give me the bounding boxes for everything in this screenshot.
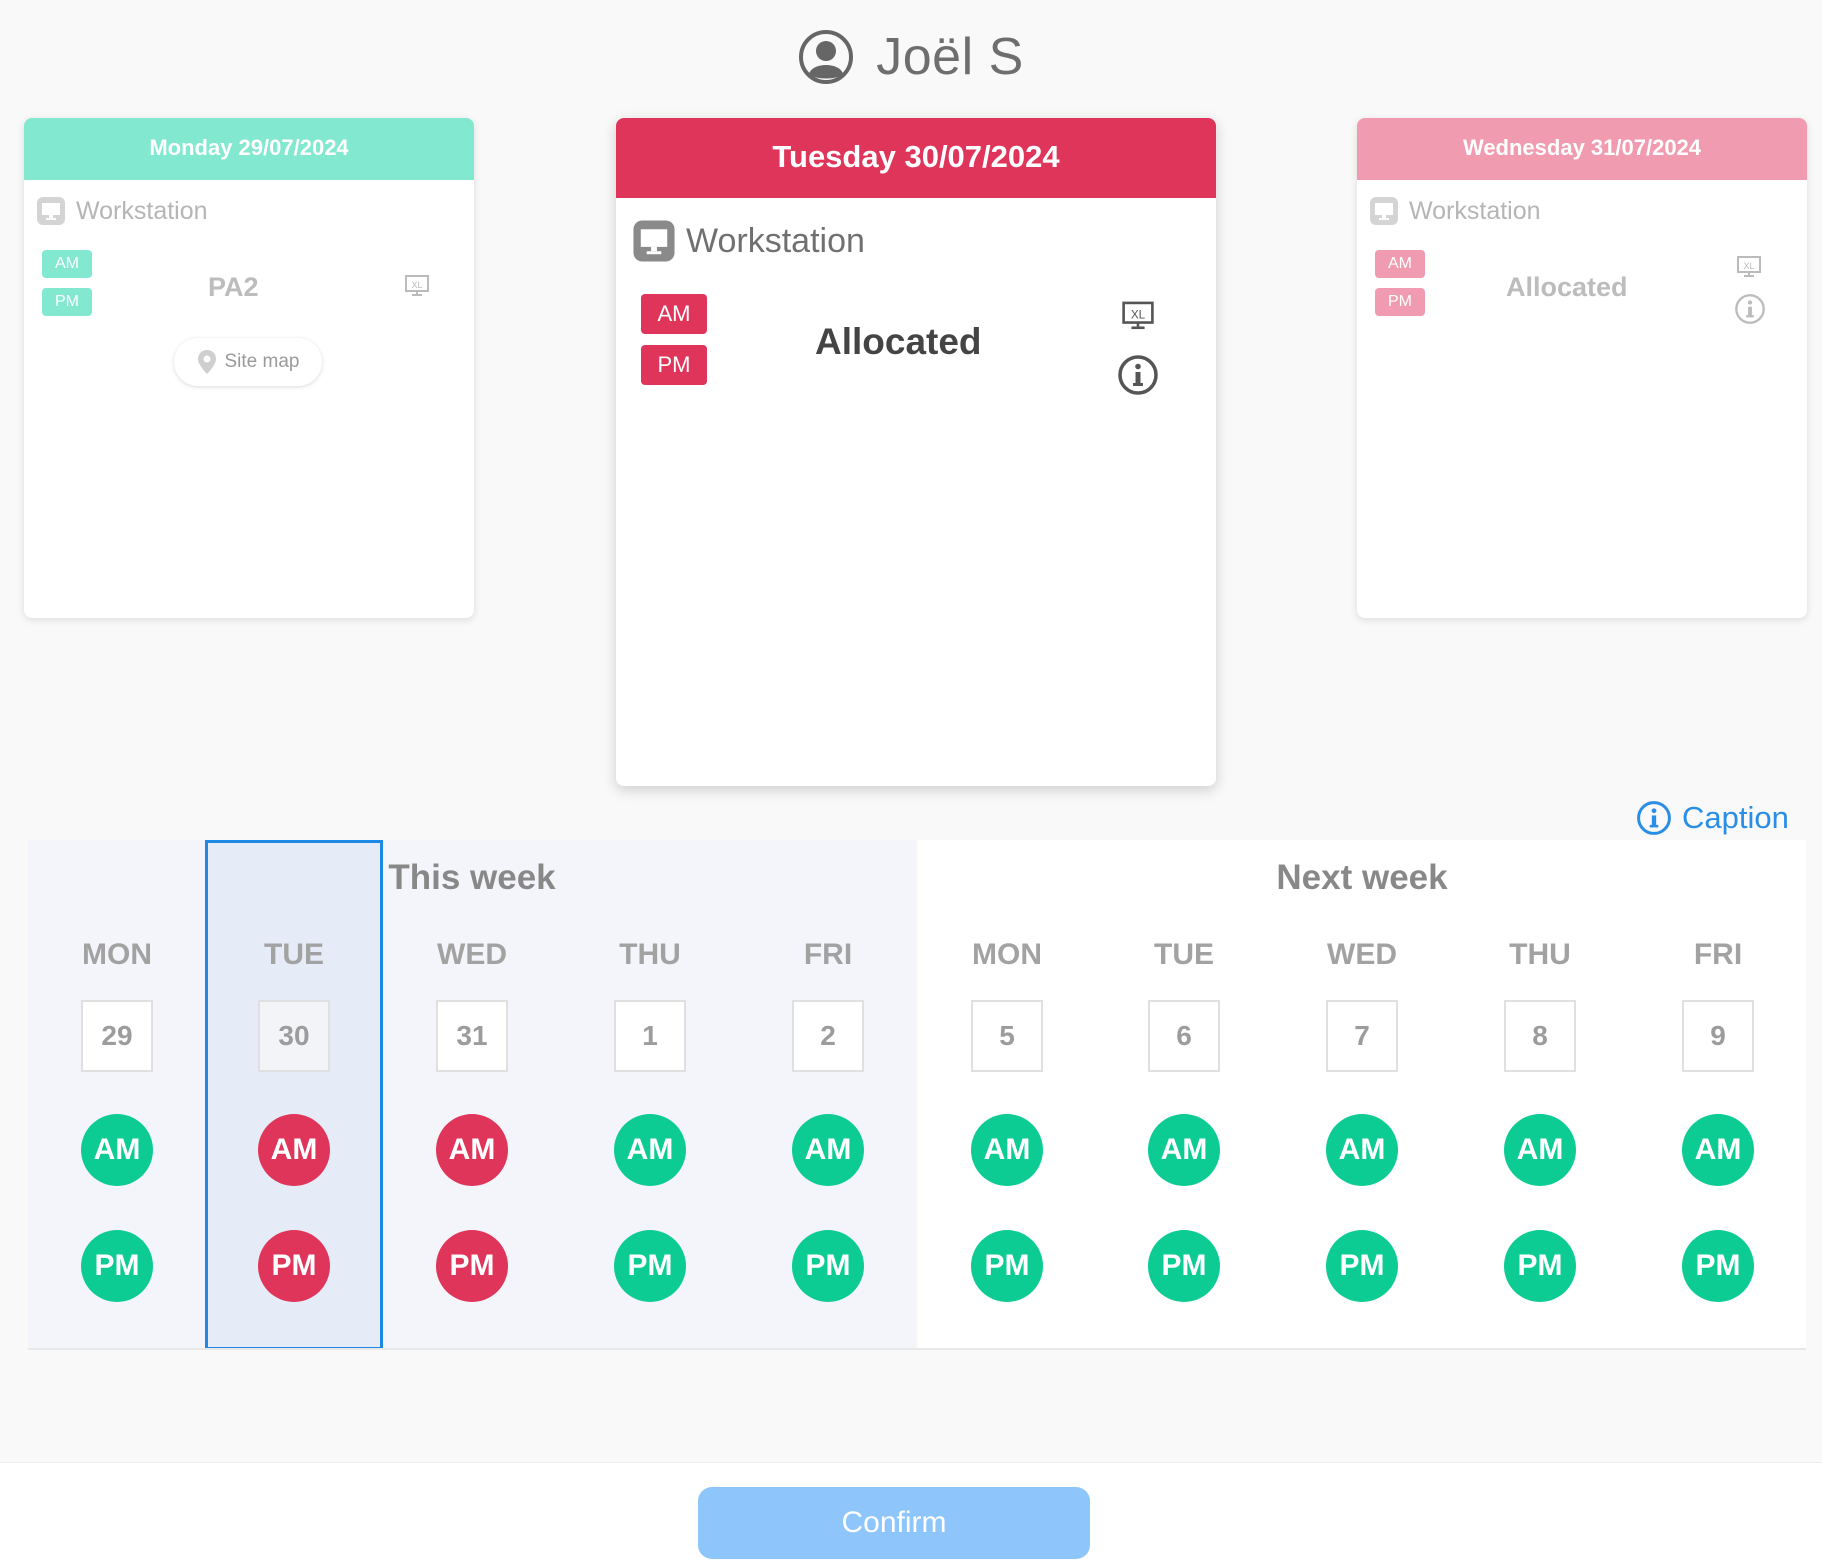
day-name: THU [619,938,681,971]
page-header: Joël S [0,24,1822,90]
day-number[interactable]: 29 [81,1000,153,1072]
xl-screen-icon: XL [1737,256,1761,277]
location-pin-icon [197,350,216,374]
day-column[interactable]: MON 5 AM PM [918,840,1096,1350]
week-title: This week [388,858,556,897]
pm-badge: PM [1375,288,1425,316]
pm-slot-button[interactable]: PM [1682,1230,1754,1302]
day-number[interactable]: 5 [971,1000,1043,1072]
am-slot-button[interactable]: AM [1682,1114,1754,1186]
day-number[interactable]: 31 [436,1000,508,1072]
day-name: MON [972,938,1042,971]
xl-screen-icon: XL [1122,301,1154,330]
day-name: THU [1509,938,1571,971]
day-name: FRI [803,938,853,971]
am-slot-button[interactable]: AM [792,1114,864,1186]
am-slot-button[interactable]: AM [1504,1114,1576,1186]
pm-badge: PM [42,288,92,316]
pm-badge: PM [641,345,707,385]
pm-slot-button[interactable]: PM [1504,1230,1576,1302]
pm-slot-button[interactable]: PM [258,1230,330,1302]
day-number[interactable]: 9 [1682,1000,1754,1072]
this-week-panel: This week MON 29 AM PM TUE 30 AM PM WED … [28,840,916,1350]
day-number[interactable]: 30 [258,1000,330,1072]
day-name: MON [82,938,152,971]
day-card-tuesday[interactable]: Tuesday 30/07/2024 Workstation AM PM All… [616,118,1216,786]
day-number[interactable]: 2 [792,1000,864,1072]
am-slot-button[interactable]: AM [436,1114,508,1186]
day-column[interactable]: FRI 9 AM PM [1629,840,1807,1350]
workstation-line: Workstation [1369,196,1541,226]
workstation-label: Workstation [686,221,865,260]
svg-text:XL: XL [411,280,422,290]
card-date: Tuesday 30/07/2024 [616,118,1216,198]
day-column[interactable]: TUE 6 AM PM [1095,840,1273,1350]
workstation-label: Workstation [76,196,208,225]
am-badge: AM [42,250,92,278]
day-name: WED [437,938,507,971]
card-date: Wednesday 31/07/2024 [1357,118,1807,180]
divider [28,1348,1806,1350]
week-title: Next week [1276,858,1448,897]
caption-label: Caption [1682,800,1789,835]
day-column-selected[interactable]: TUE 30 AM PM [205,840,383,1350]
workstation-line: Workstation [36,196,208,226]
svg-text:XL: XL [1743,261,1754,271]
workstation-label: Workstation [1409,196,1541,225]
footer-bar: Confirm [0,1462,1822,1564]
day-number[interactable]: 6 [1148,1000,1220,1072]
info-icon[interactable] [1734,293,1766,325]
workstation-line: Workstation [632,219,865,263]
pm-slot-button[interactable]: PM [1326,1230,1398,1302]
am-badge: AM [1375,250,1425,278]
svg-text:XL: XL [1131,309,1146,322]
day-number[interactable]: 8 [1504,1000,1576,1072]
am-badge: AM [641,294,707,334]
monitor-icon [37,197,65,225]
day-number[interactable]: 7 [1326,1000,1398,1072]
pm-slot-button[interactable]: PM [81,1230,153,1302]
day-name: TUE [1154,938,1214,971]
day-name: TUE [264,938,324,971]
am-slot-button[interactable]: AM [614,1114,686,1186]
day-card-monday[interactable]: Monday 29/07/2024 Workstation AM PM PA2 … [24,118,474,618]
site-map-label: Site map [224,351,300,372]
confirm-button[interactable]: Confirm [698,1487,1090,1559]
user-icon [799,30,854,84]
day-name: FRI [1693,938,1743,971]
pm-slot-button[interactable]: PM [436,1230,508,1302]
info-icon [1637,801,1671,835]
site-map-button[interactable]: Site map [174,338,322,386]
pm-slot-button[interactable]: PM [971,1230,1043,1302]
caption-button[interactable]: Caption [1636,800,1789,836]
day-column[interactable]: THU 1 AM PM [561,840,739,1350]
info-icon[interactable] [1117,354,1159,396]
next-week-panel: Next week MON 5 AM PM TUE 6 AM PM WED 7 … [918,840,1806,1350]
day-column[interactable]: WED 31 AM PM [383,840,561,1350]
day-number[interactable]: 1 [614,1000,686,1072]
day-name: WED [1327,938,1397,971]
monitor-icon [1370,197,1398,225]
am-slot-button[interactable]: AM [1148,1114,1220,1186]
am-slot-button[interactable]: AM [971,1114,1043,1186]
pm-slot-button[interactable]: PM [1148,1230,1220,1302]
seat-name: PA2 [208,272,259,302]
day-column[interactable]: FRI 2 AM PM [739,840,917,1350]
monitor-icon [633,220,675,262]
day-column[interactable]: WED 7 AM PM [1273,840,1451,1350]
seat-name: Allocated [815,321,982,362]
day-card-wednesday[interactable]: Wednesday 31/07/2024 Workstation AM PM A… [1357,118,1807,618]
seat-name: Allocated [1506,272,1628,302]
xl-screen-icon: XL [405,275,429,296]
am-slot-button[interactable]: AM [81,1114,153,1186]
am-slot-button[interactable]: AM [258,1114,330,1186]
user-name: Joël S [876,28,1024,86]
pm-slot-button[interactable]: PM [614,1230,686,1302]
day-column[interactable]: MON 29 AM PM [28,840,206,1350]
pm-slot-button[interactable]: PM [792,1230,864,1302]
card-date: Monday 29/07/2024 [24,118,474,180]
am-slot-button[interactable]: AM [1326,1114,1398,1186]
day-column[interactable]: THU 8 AM PM [1451,840,1629,1350]
